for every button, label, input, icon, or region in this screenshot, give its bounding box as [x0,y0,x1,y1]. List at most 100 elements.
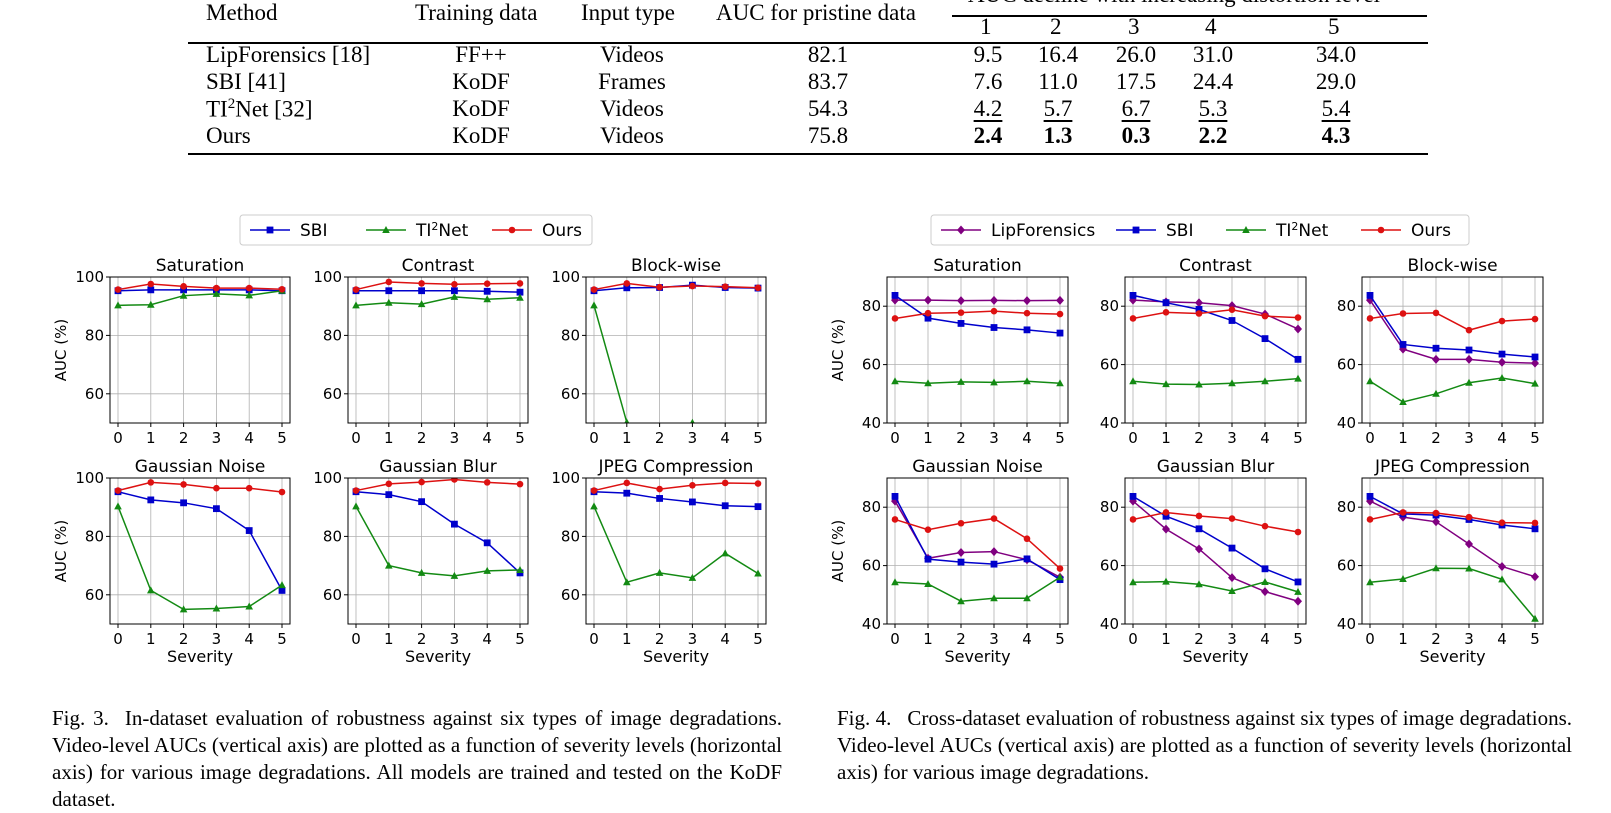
panel-frame [1124,276,1307,424]
data-point-Ours [451,281,458,288]
x-tick-label: 3 [989,429,999,447]
caption-fig4-label: Fig. 4. [837,706,892,730]
data-point-Ours [656,485,663,493]
data-point-Ours [990,515,998,522]
row-level-2: 1.3 [1043,123,1073,148]
panel-frame [109,276,291,424]
legend: LipForensics SBI TI2Net Ours [930,214,1470,246]
series-group [891,492,1064,605]
data-point-Ours [1023,309,1031,317]
y-tick-label: 80 [85,326,104,344]
series-line-TI2Net [1132,580,1299,593]
y-tick-label: 80 [1100,498,1119,516]
data-point-SBI [924,314,932,322]
data-point-SBI [623,489,631,497]
x-tick-label: 4 [1260,630,1270,648]
y-tick-label: 100 [313,469,342,487]
data-point-Ours [147,280,155,288]
data-point-LipForensics [1195,298,1203,308]
data-point-TI2Net [1498,575,1506,583]
row-method: LipForensics [18] [206,42,371,67]
x-tick-label: 1 [384,630,394,648]
series-line-TI2Net [355,296,521,307]
data-point-Ours [1195,310,1203,317]
data-point-SBI [483,287,491,295]
row-level-1: 4.2 [973,96,1003,121]
series-group [1129,291,1302,388]
data-point-Ours [352,487,360,494]
data-point-Ours [1432,309,1440,317]
data-point-Ours [689,282,696,290]
row-input: Videos [600,123,664,148]
x-tick-label: 3 [450,630,460,648]
legend-marker-LipForensics [957,225,965,235]
data-point-TI2Net [516,565,524,573]
data-point-TI2Net [990,378,998,386]
col-header-method: Method [206,0,278,25]
data-point-Ours [623,280,631,287]
row-training: KoDF [452,96,510,121]
x-tick-label: 2 [1431,429,1441,447]
panel-frame [347,477,529,625]
x-tick-label: 3 [1464,630,1474,648]
data-point-SBI [1531,353,1539,361]
series-line-Ours [1369,312,1536,331]
data-point-Ours [1294,314,1302,321]
series-group [1366,291,1539,405]
panel-contrast: 0 1 2 3 4 5 60 80 100 Contrast [313,256,529,447]
data-point-SBI [957,320,965,327]
panel-title: Block-wise [631,256,721,276]
series-line-TI2Net [355,505,521,577]
data-point-LipForensics [1023,296,1031,306]
data-point-TI2Net [924,379,932,387]
x-tick-label: 0 [1365,630,1375,648]
data-point-Ours [1023,535,1031,543]
data-point-SBI [1261,335,1269,343]
panel-gaussian-noise: 0 1 2 3 4 5 40 60 80 Gaussian Noise AUC (%) Severit… [829,457,1069,666]
data-point-SBI [1294,578,1302,586]
data-point-Ours [516,280,524,287]
x-tick-label: 5 [277,429,287,447]
panel-title: Gaussian Blur [1157,457,1275,477]
x-tick-label: 0 [351,630,361,648]
data-point-SBI [1465,346,1473,354]
data-point-Ours [1294,528,1302,536]
data-point-TI2Net [1294,587,1302,595]
col-header-training: Training data [415,0,538,25]
data-point-SBI [1023,326,1031,334]
panel-jpeg-compression: 0 1 2 3 4 5 40 60 80 JPEG Compression Severity [1337,457,1544,666]
x-tick-label: 5 [1530,630,1540,648]
data-point-Ours [957,519,965,527]
data-point-SBI [147,496,155,504]
data-point-Ours [1261,522,1269,530]
data-point-SBI [1162,512,1170,520]
data-point-Ours [418,478,425,486]
row-training: KoDF [452,123,510,148]
data-point-SBI [990,324,998,331]
x-tick-label: 1 [923,630,933,648]
data-point-Ours [385,278,393,286]
x-tick-label: 0 [890,429,900,447]
legend-marker-SBI [266,226,274,234]
row-level-1: 2.4 [973,123,1003,148]
data-point-TI2Net [1129,578,1137,586]
data-point-Ours [352,286,360,293]
row-level-5: 34.0 [1315,42,1357,67]
row-level-5: 29.0 [1315,69,1357,94]
row-auc: 75.8 [807,123,849,148]
series-line-Ours [117,283,283,291]
data-point-SBI [957,558,965,566]
data-point-LipForensics [1498,561,1506,571]
series-line-TI2Net [894,380,1061,385]
data-point-Ours [990,307,998,315]
data-point-SBI [385,287,393,295]
series-line-Ours [355,281,521,291]
row-level-2: 11.0 [1038,69,1078,94]
y-tick-label: 40 [1337,615,1356,633]
data-point-SBI [278,587,286,594]
legend-marker-Ours [508,226,516,234]
data-point-Ours [1366,315,1374,322]
panel-block-wise: 0 1 2 3 4 5 60 80 100 Block-wise [551,256,767,447]
row-level-1: 9.5 [973,42,1003,67]
